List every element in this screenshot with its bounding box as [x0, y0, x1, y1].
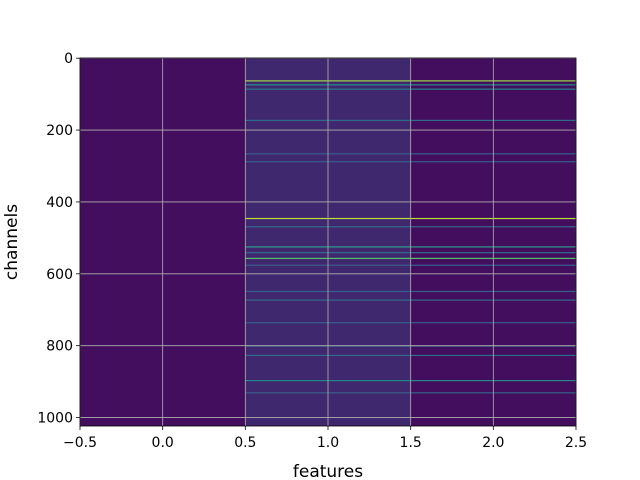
y-tick-label: 0: [64, 51, 73, 67]
y-tick-label: 200: [46, 123, 73, 139]
x-tick-label: 2.5: [565, 435, 587, 451]
x-tick-label: 0.0: [152, 435, 174, 451]
x-tick-label: 1.0: [317, 435, 339, 451]
y-axis-ticks: 0 200 400 600 800 1000: [37, 51, 80, 427]
x-tick-label: 1.5: [400, 435, 422, 451]
x-tick-label: 2.0: [482, 435, 504, 451]
x-axis-label: features: [293, 462, 363, 480]
x-tick-label: 0.5: [234, 435, 256, 451]
x-axis-ticks: −0.5 0.0 0.5 1.0 1.5 2.0 2.5: [63, 426, 587, 451]
y-tick-label: 600: [46, 267, 73, 283]
y-tick-label: 800: [46, 339, 73, 355]
y-tick-label: 400: [46, 195, 73, 211]
y-axis-label: channels: [2, 204, 22, 280]
x-tick-label: −0.5: [63, 435, 97, 451]
y-tick-label: 1000: [37, 411, 73, 427]
plot-area: [79, 57, 577, 426]
